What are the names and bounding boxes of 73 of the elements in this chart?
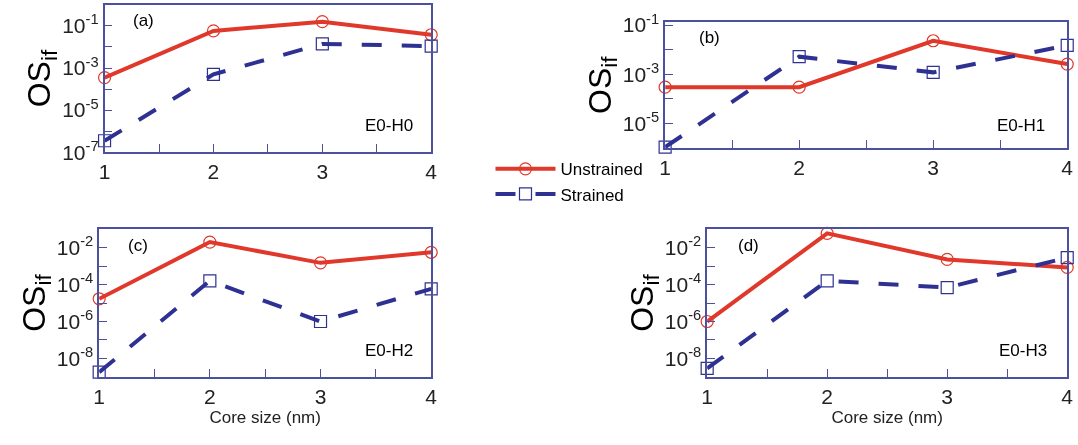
y-tick-label: 10$^{-4}$ xyxy=(664,270,702,296)
x-tick-label: 3 xyxy=(941,384,954,408)
x-tick-label: 1 xyxy=(659,156,671,180)
chart-title: (c) xyxy=(128,236,148,255)
point xyxy=(926,65,940,79)
x-tick-label: 1 xyxy=(701,384,714,408)
point xyxy=(792,50,806,64)
point xyxy=(424,282,438,296)
point xyxy=(1060,38,1074,52)
legend-label: Unstrained xyxy=(560,160,643,180)
point xyxy=(97,134,112,148)
chart-title: (a) xyxy=(133,11,154,30)
point xyxy=(926,34,940,48)
point xyxy=(315,15,329,29)
point xyxy=(658,140,672,154)
point xyxy=(940,252,954,267)
annotation: E0-H0 xyxy=(365,116,414,135)
x-axis-title: Core size (nm) xyxy=(831,407,943,427)
point xyxy=(313,256,328,270)
x-tick-label: 2 xyxy=(204,384,216,408)
annotation: E0-H2 xyxy=(365,341,414,360)
y-tick-label: 10$^{-5}$ xyxy=(62,95,99,122)
point xyxy=(313,314,328,329)
x-tick-label: 3 xyxy=(316,160,329,184)
y-tick-label: 10$^{-4}$ xyxy=(56,270,94,296)
y-tick-label: 10$^{-6}$ xyxy=(664,307,702,333)
point xyxy=(700,314,714,329)
point xyxy=(792,80,806,94)
y-tick-label: 10$^{-3}$ xyxy=(622,59,660,86)
y-tick-label: 10$^{-8}$ xyxy=(664,343,702,370)
x-tick-label: 4 xyxy=(425,160,438,184)
point xyxy=(820,226,834,240)
x-tick-label: 4 xyxy=(1061,156,1074,180)
point xyxy=(940,280,954,295)
chart-title: (d) xyxy=(738,236,759,255)
x-tick-label: 1 xyxy=(98,160,111,184)
point xyxy=(1060,260,1074,275)
x-axis-title: Core size (nm) xyxy=(209,407,321,427)
y-tick-label: 10$^{-7}$ xyxy=(62,137,99,164)
chart-title: (b) xyxy=(699,28,720,47)
annotation: E0-H3 xyxy=(999,341,1048,360)
point xyxy=(203,274,217,288)
y-tick-label: 10$^{-2}$ xyxy=(664,233,702,259)
legend-label: Strained xyxy=(560,185,624,205)
point xyxy=(206,67,221,81)
y-tick-label: 10$^{-2}$ xyxy=(56,233,94,259)
x-tick-label: 2 xyxy=(821,384,834,408)
x-tick-label: 3 xyxy=(314,384,327,408)
point xyxy=(97,71,112,85)
y-tick-label: 10$^{-1}$ xyxy=(62,11,99,38)
y-tick-label: 10$^{-5}$ xyxy=(622,109,660,135)
y-tick-label: 10$^{-3}$ xyxy=(62,53,99,80)
point xyxy=(424,39,438,53)
point xyxy=(658,80,672,94)
x-tick-label: 4 xyxy=(425,384,438,408)
point xyxy=(820,274,834,288)
x-tick-label: 2 xyxy=(793,156,805,180)
y-tick-label: 10$^{-8}$ xyxy=(56,343,94,370)
point xyxy=(1060,57,1074,71)
y-tick-label: 10$^{-6}$ xyxy=(56,307,94,333)
point xyxy=(206,24,221,38)
point xyxy=(1060,250,1074,265)
x-tick-label: 1 xyxy=(93,384,106,408)
point xyxy=(92,292,106,306)
point xyxy=(315,37,329,51)
y-tick-label: 10$^{-1}$ xyxy=(622,10,660,37)
annotation: E0-H1 xyxy=(997,116,1046,135)
point xyxy=(203,235,217,249)
x-tick-label: 3 xyxy=(927,156,940,180)
point xyxy=(424,245,438,259)
x-tick-label: 2 xyxy=(207,160,220,184)
point xyxy=(700,361,714,375)
x-tick-label: 4 xyxy=(1061,384,1074,408)
